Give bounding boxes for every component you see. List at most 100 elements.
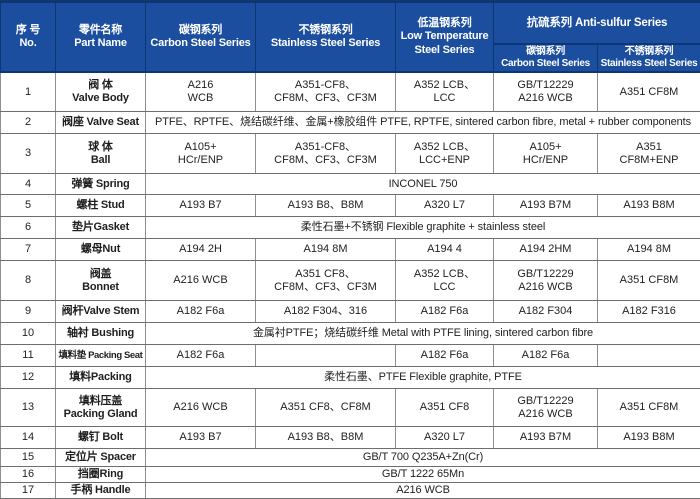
low-temp-steel-cell: A351 CF8 (396, 389, 494, 427)
anti-sulfur-stainless-cell: A351 CF8M (598, 261, 700, 301)
part-name: 阀座 Valve Seat (56, 112, 146, 134)
material-span-cell: GB/T 1222 65Mn (146, 467, 700, 483)
part-name: 手柄 Handle (56, 483, 146, 499)
header-carbon-steel: 碳钢系列 Carbon Steel Series (146, 2, 256, 72)
low-temp-steel-cell: A182 F6a (396, 301, 494, 323)
low-temp-steel-cell: A352 LCB、 LCC (396, 72, 494, 112)
material-span-cell: PTFE、RPTFE、烧结碳纤维、金属+橡胶组件 PTFE, RPTFE, si… (146, 112, 700, 134)
carbon-steel-cell: A193 B7 (146, 195, 256, 217)
anti-sulfur-carbon-cell: A182 F6a (494, 345, 598, 367)
part-name: 阀盖 Bonnet (56, 261, 146, 301)
part-name: 螺钉 Bolt (56, 427, 146, 449)
anti-sulfur-stainless-cell: A193 B8M (598, 195, 700, 217)
row-number: 5 (1, 195, 56, 217)
header-anti-sulfur-stainless: 不锈钢系列 Stainless Steel Series (598, 44, 700, 72)
stainless-steel-cell: A182 F304、316 (256, 301, 396, 323)
carbon-steel-cell: A194 2H (146, 239, 256, 261)
carbon-steel-cell: A216 WCB (146, 72, 256, 112)
stainless-steel-cell: A193 B8、B8M (256, 195, 396, 217)
anti-sulfur-stainless-cell: A351 CF8M+ENP (598, 134, 700, 174)
row-number: 4 (1, 174, 56, 195)
row-number: 14 (1, 427, 56, 449)
row-number: 16 (1, 467, 56, 483)
carbon-steel-cell: A216 WCB (146, 389, 256, 427)
header-no: 序 号 No. (1, 2, 56, 72)
table-header: 序 号 No. 零件名称 Part Name 碳钢系列 Carbon Steel… (1, 2, 700, 72)
anti-sulfur-stainless-cell: A194 8M (598, 239, 700, 261)
anti-sulfur-carbon-cell: GB/T12229 A216 WCB (494, 261, 598, 301)
material-span-cell: 柔性石墨、PTFE Flexible graphite, PTFE (146, 367, 700, 389)
part-name: 填料垫 Packing Seat (56, 345, 146, 367)
part-name: 弹簧 Spring (56, 174, 146, 195)
anti-sulfur-carbon-cell: A194 2HM (494, 239, 598, 261)
part-name: 垫片Gasket (56, 217, 146, 239)
part-name: 阀杆Valve Stem (56, 301, 146, 323)
anti-sulfur-stainless-cell (598, 345, 700, 367)
low-temp-steel-cell: A352 LCB、 LCC+ENP (396, 134, 494, 174)
row-number: 9 (1, 301, 56, 323)
part-name: 填料压盖 Packing Gland (56, 389, 146, 427)
low-temp-steel-cell: A320 L7 (396, 195, 494, 217)
material-span-cell: 柔性石墨+不锈钢 Flexible graphite + stainless s… (146, 217, 700, 239)
anti-sulfur-carbon-cell: GB/T12229 A216 WCB (494, 389, 598, 427)
header-anti-sulfur-carbon: 碳钢系列 Carbon Steel Series (494, 44, 598, 72)
row-number: 12 (1, 367, 56, 389)
part-name: 挡圈Ring (56, 467, 146, 483)
header-stainless-steel: 不锈钢系列 Stainless Steel Series (256, 2, 396, 72)
row-number: 15 (1, 449, 56, 467)
carbon-steel-cell: A193 B7 (146, 427, 256, 449)
stainless-steel-cell: A193 B8、B8M (256, 427, 396, 449)
stainless-steel-cell: A351-CF8、 CF8M、CF3、CF3M (256, 72, 396, 112)
carbon-steel-cell: A216 WCB (146, 261, 256, 301)
material-span-cell: A216 WCB (146, 483, 700, 499)
part-name: 螺柱 Stud (56, 195, 146, 217)
anti-sulfur-carbon-cell: A193 B7M (494, 427, 598, 449)
low-temp-steel-cell: A182 F6a (396, 345, 494, 367)
row-number: 7 (1, 239, 56, 261)
material-span-cell: 金属衬PTFE；烧结碳纤维 Metal with PTFE lining, si… (146, 323, 700, 345)
anti-sulfur-stainless-cell: A351 CF8M (598, 389, 700, 427)
part-name: 螺母Nut (56, 239, 146, 261)
part-name: 填料Packing (56, 367, 146, 389)
row-number: 11 (1, 345, 56, 367)
anti-sulfur-stainless-cell: A351 CF8M (598, 72, 700, 112)
carbon-steel-cell: A105+ HCr/ENP (146, 134, 256, 174)
material-span-cell: GB/T 700 Q235A+Zn(Cr) (146, 449, 700, 467)
low-temp-steel-cell: A194 4 (396, 239, 494, 261)
anti-sulfur-carbon-cell: GB/T12229 A216 WCB (494, 72, 598, 112)
header-anti-sulfur-group: 抗硫系列 Anti-sulfur Series (494, 2, 700, 44)
row-number: 13 (1, 389, 56, 427)
material-span-cell: INCONEL 750 (146, 174, 700, 195)
stainless-steel-cell: A351 CF8、 CF8M、CF3、CF3M (256, 261, 396, 301)
part-name: 定位片 Spacer (56, 449, 146, 467)
header-part-name: 零件名称 Part Name (56, 2, 146, 72)
part-name: 轴衬 Bushing (56, 323, 146, 345)
carbon-steel-cell: A182 F6a (146, 345, 256, 367)
row-number: 2 (1, 112, 56, 134)
stainless-steel-cell: A351 CF8、CF8M (256, 389, 396, 427)
anti-sulfur-stainless-cell: A193 B8M (598, 427, 700, 449)
header-low-temp-steel: 低温钢系列 Low Temperature Steel Series (396, 2, 494, 72)
low-temp-steel-cell: A352 LCB、 LCC (396, 261, 494, 301)
part-name: 阀 体 Valve Body (56, 72, 146, 112)
stainless-steel-cell: A351-CF8、 CF8M、CF3、CF3M (256, 134, 396, 174)
anti-sulfur-carbon-cell: A193 B7M (494, 195, 598, 217)
row-number: 6 (1, 217, 56, 239)
